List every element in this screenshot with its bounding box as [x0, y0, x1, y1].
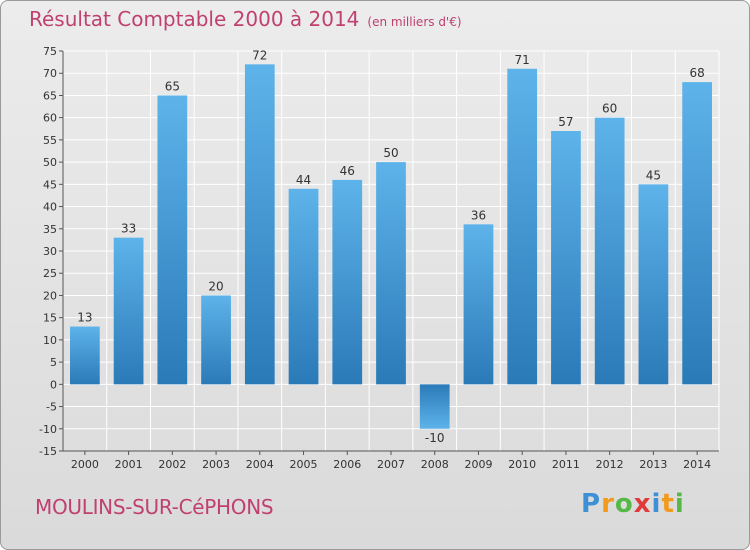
x-tick-label: 2001 — [115, 458, 143, 471]
y-tick-label: -15 — [39, 445, 57, 458]
data-label-2008: -10 — [425, 431, 445, 445]
x-tick-label: 2002 — [158, 458, 186, 471]
x-tick-label: 2003 — [202, 458, 230, 471]
y-tick-label: 20 — [43, 289, 57, 302]
y-tick-label: 10 — [43, 334, 57, 347]
y-tick-label: 25 — [43, 267, 57, 280]
data-label-2007: 50 — [383, 146, 398, 160]
proxiti-logo: Proxiti — [581, 489, 685, 519]
bar-2010 — [507, 68, 538, 385]
data-label-2001: 33 — [121, 222, 136, 236]
data-label-2009: 36 — [471, 208, 486, 222]
logo-letter: r — [601, 489, 615, 519]
title-block: Résultat Comptable 2000 à 2014 (en millie… — [29, 7, 462, 31]
x-tick-label: 2007 — [377, 458, 405, 471]
bar-2011 — [551, 131, 581, 385]
data-label-2010: 71 — [515, 53, 530, 67]
x-tick-label: 2005 — [290, 458, 318, 471]
y-tick-label: 30 — [43, 245, 57, 258]
data-label-2013: 45 — [646, 168, 661, 182]
chart-title: Résultat Comptable 2000 à 2014 — [29, 7, 360, 31]
x-tick-label: 2004 — [246, 458, 274, 471]
x-tick-label: 2011 — [552, 458, 580, 471]
logo-letter: t — [661, 489, 675, 519]
data-label-2002: 65 — [165, 79, 180, 93]
y-tick-label: 50 — [43, 156, 57, 169]
y-tick-label: 45 — [43, 178, 57, 191]
y-tick-label: 0 — [50, 378, 57, 391]
logo-letter: i — [674, 489, 685, 519]
logo-letter: x — [633, 489, 652, 519]
commune-name: MOULINS-SUR-CéPHONS — [35, 495, 274, 519]
bar-2006 — [332, 179, 363, 385]
y-tick-label: 65 — [43, 89, 57, 102]
y-tick-label: 75 — [43, 45, 57, 58]
y-tick-label: 15 — [43, 312, 57, 325]
logo-letter: P — [581, 489, 602, 519]
bars — [69, 64, 713, 429]
data-label-2011: 57 — [558, 115, 573, 129]
bar-2002 — [157, 95, 188, 385]
bar-2013 — [638, 184, 669, 385]
logo-letter: o — [614, 489, 634, 519]
y-tick-label: 55 — [43, 134, 57, 147]
labels: 13 33 65 20 72 44 46 50 -10 36 71 57 60 45 68 — [77, 48, 705, 444]
data-label-2003: 20 — [208, 279, 223, 293]
x-tick-label: 2012 — [596, 458, 624, 471]
y-tick-label: 60 — [43, 112, 57, 125]
bar-2007 — [376, 162, 406, 385]
x-tick-label: 2014 — [683, 458, 711, 471]
x-tick-label: 2000 — [71, 458, 99, 471]
y-tick-label: -5 — [46, 401, 57, 414]
data-label-2006: 46 — [340, 164, 355, 178]
y-tick-label: -10 — [39, 423, 57, 436]
bar-2012 — [594, 117, 625, 385]
x-tick-label: 2006 — [333, 458, 361, 471]
x-tick-label: 2010 — [508, 458, 536, 471]
bar-2004 — [244, 64, 275, 385]
x-tick-label: 2009 — [464, 458, 492, 471]
y-tick-label: 40 — [43, 201, 57, 214]
data-label-2004: 72 — [252, 48, 267, 62]
chart-subtitle: (en milliers d'€) — [367, 15, 462, 29]
axes: -15 -10 -5 0 5 10 15 20 25 30 35 40 45 50 55 60 65 70 75 20… — [39, 45, 719, 471]
bar-2005 — [288, 188, 319, 385]
logo-letter: i — [651, 489, 662, 519]
bar-2000 — [69, 326, 100, 385]
data-label-2012: 60 — [602, 102, 617, 116]
data-label-2005: 44 — [296, 173, 311, 187]
bar-2009 — [463, 224, 494, 385]
bar-2008 — [419, 384, 450, 429]
y-tick-label: 35 — [43, 223, 57, 236]
data-label-2014: 68 — [689, 66, 704, 80]
bar-2014 — [682, 82, 713, 385]
bar-2003 — [201, 295, 231, 385]
bar-2001 — [113, 237, 144, 385]
data-label-2000: 13 — [77, 311, 92, 325]
y-tick-label: 70 — [43, 67, 57, 80]
y-tick-label: 5 — [50, 356, 57, 369]
x-tick-label: 2013 — [639, 458, 667, 471]
x-tick-label: 2008 — [421, 458, 449, 471]
